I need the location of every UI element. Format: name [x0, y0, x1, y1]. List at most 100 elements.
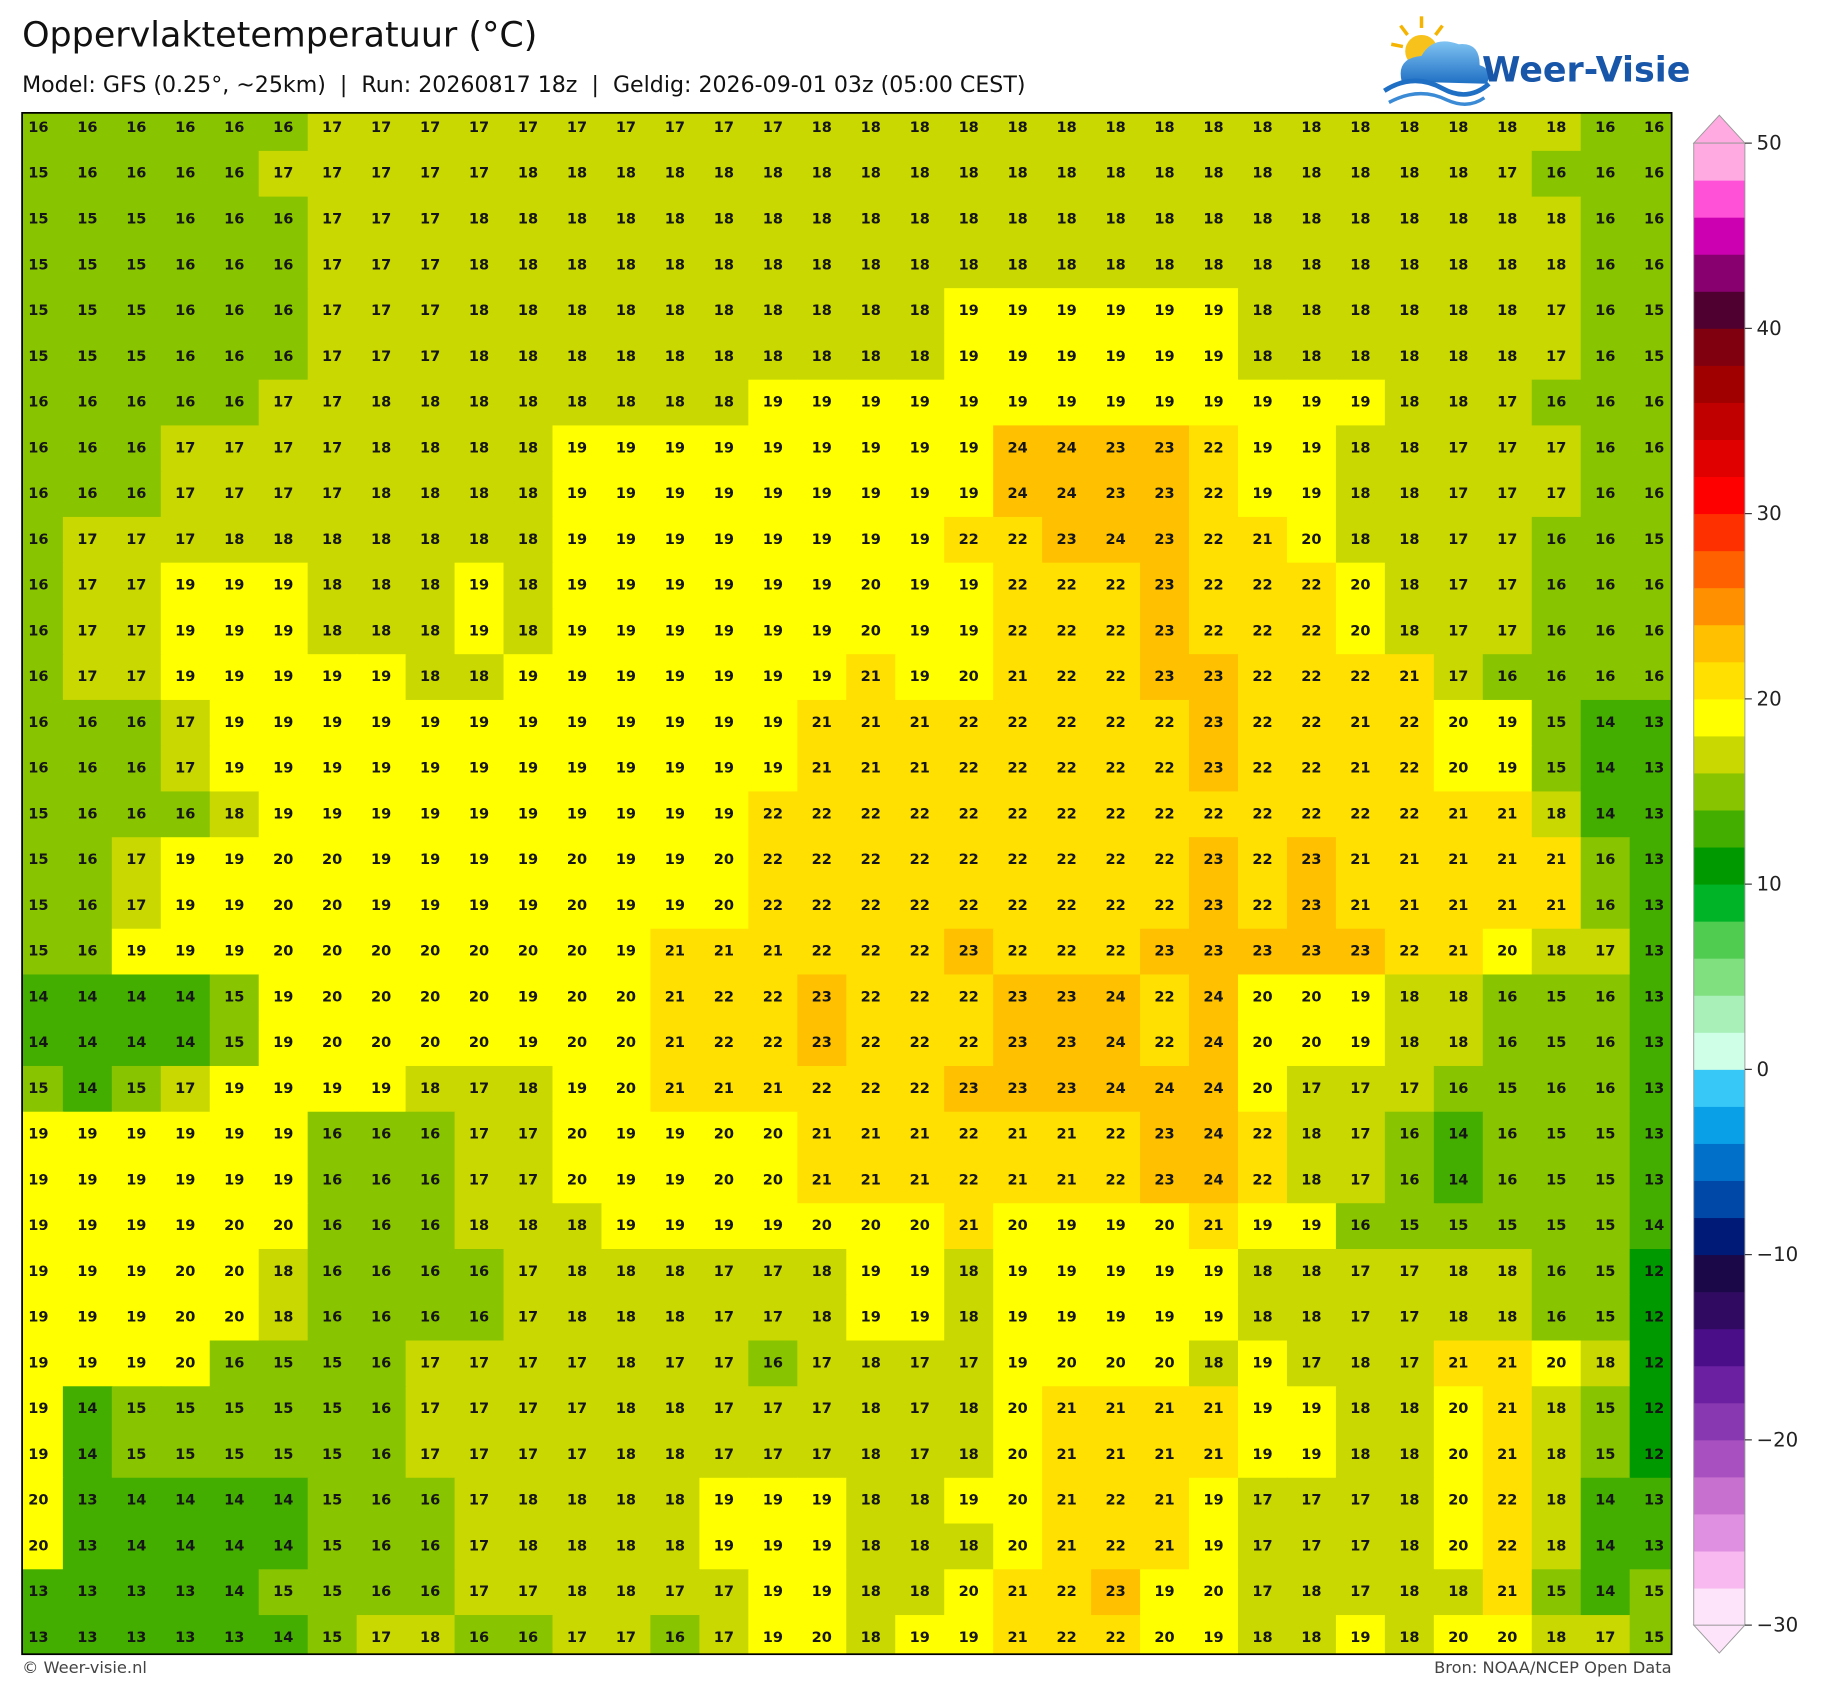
- temperature-cell: [1384, 1294, 1435, 1342]
- temperature-cell: [895, 112, 945, 152]
- temperature-label: 20: [567, 1172, 587, 1188]
- temperature-label: 19: [1252, 1447, 1272, 1463]
- temperature-cell: [160, 1111, 211, 1159]
- temperature-label: 19: [812, 623, 832, 639]
- temperature-cell: [160, 791, 211, 838]
- temperature-label: 22: [1154, 852, 1174, 868]
- temperature-label: 16: [1595, 852, 1615, 868]
- temperature-label: 21: [1448, 898, 1468, 914]
- temperature-label: 21: [1008, 1172, 1028, 1188]
- temperature-cell: [1482, 1523, 1533, 1570]
- temperature-cell: [1629, 654, 1672, 701]
- temperature-label: 15: [1595, 1310, 1615, 1326]
- temperature-label: 16: [273, 303, 293, 319]
- temperature-cell: [356, 1203, 407, 1250]
- temperature-label: 18: [567, 166, 587, 182]
- temperature-label: 19: [1056, 1264, 1076, 1280]
- temperature-cell: [895, 608, 945, 655]
- temperature-label: 17: [77, 578, 97, 594]
- temperature-label: 18: [1399, 1584, 1419, 1600]
- temperature-label: 22: [1350, 806, 1370, 822]
- temperature-cell: [22, 562, 64, 610]
- temperature-label: 19: [273, 1081, 293, 1097]
- temperature-label: 20: [1497, 944, 1517, 960]
- temperature-label: 17: [518, 1447, 538, 1463]
- temperature-label: 19: [1252, 1218, 1272, 1234]
- temperature-label: 19: [714, 715, 734, 731]
- temperature-cell: [1482, 425, 1533, 472]
- temperature-cell: [258, 745, 309, 793]
- temperature-cell: [1531, 196, 1582, 244]
- logo-cloud: [1400, 41, 1489, 84]
- temperature-cell: [454, 1523, 505, 1570]
- temperature-cell: [1384, 654, 1435, 701]
- temperature-cell: [895, 196, 945, 244]
- temperature-label: 22: [812, 852, 832, 868]
- temperature-cell: [503, 1020, 554, 1067]
- temperature-cell: [993, 791, 1043, 838]
- temperature-label: 21: [812, 761, 832, 777]
- temperature-cell: [993, 1020, 1043, 1067]
- temperature-label: 18: [616, 1447, 636, 1463]
- temperature-cell: [846, 1615, 896, 1655]
- temperature-cell: [944, 1340, 994, 1387]
- temperature-cell: [405, 425, 456, 472]
- temperature-cell: [944, 150, 994, 198]
- temperature-cell: [307, 1340, 358, 1387]
- temperature-label: 18: [518, 1081, 538, 1097]
- temperature-cell: [1140, 333, 1190, 381]
- temperature-label: 15: [273, 1584, 293, 1600]
- temperature-label: 19: [322, 761, 342, 777]
- temperature-label: 20: [224, 1264, 244, 1280]
- temperature-cell: [748, 1340, 799, 1387]
- temperature-label: 18: [224, 532, 244, 548]
- temperature-cell: [1237, 1065, 1288, 1113]
- temperature-label: 18: [1350, 257, 1370, 273]
- temperature-cell: [1237, 1386, 1288, 1433]
- temperature-cell: [895, 288, 945, 335]
- temperature-cell: [1482, 471, 1533, 518]
- temperature-cell: [356, 1523, 407, 1570]
- temperature-label: 16: [1595, 303, 1615, 319]
- temperature-label: 14: [28, 1035, 48, 1051]
- temperature-label: 16: [28, 623, 48, 639]
- temperature-cell: [1433, 242, 1484, 289]
- colorbar-segment: [1693, 550, 1745, 589]
- temperature-cell: [601, 1477, 652, 1525]
- temperature-label: 15: [1644, 532, 1664, 548]
- temperature-label: 24: [1105, 1081, 1125, 1097]
- temperature-label: 17: [469, 1447, 489, 1463]
- temperature-label: 19: [714, 806, 734, 822]
- temperature-label: 15: [126, 349, 146, 365]
- temperature-label: 18: [1252, 303, 1272, 319]
- temperature-label: 18: [1399, 440, 1419, 456]
- temperature-cell: [503, 112, 554, 152]
- temperature-label: 17: [1497, 486, 1517, 502]
- temperature-cell: [307, 471, 358, 518]
- temperature-cell: [552, 1203, 603, 1250]
- temperature-cell: [405, 1111, 456, 1159]
- temperature-cell: [1091, 882, 1141, 930]
- temperature-label: 16: [420, 1172, 440, 1188]
- temperature-cell: [1482, 1386, 1533, 1433]
- temperature-label: 21: [812, 715, 832, 731]
- temperature-cell: [552, 699, 603, 747]
- temperature-cell: [699, 1203, 750, 1250]
- temperature-cell: [503, 196, 554, 244]
- temperature-cell: [1580, 745, 1631, 793]
- temperature-label: 19: [616, 1172, 636, 1188]
- temperature-cell: [356, 112, 407, 152]
- temperature-cell: [1237, 1432, 1288, 1479]
- temperature-label: 17: [665, 1355, 685, 1371]
- temperature-label: 13: [1644, 1035, 1664, 1051]
- temperature-cell: [650, 1569, 701, 1616]
- temperature-cell: [552, 928, 603, 976]
- temperature-label: 19: [28, 1218, 48, 1234]
- temperature-cell: [1091, 1340, 1141, 1387]
- temperature-label: 22: [1301, 669, 1321, 685]
- temperature-cell: [895, 1294, 945, 1342]
- temperature-label: 18: [518, 623, 538, 639]
- temperature-cell: [209, 837, 260, 884]
- temperature-cell: [22, 1432, 64, 1479]
